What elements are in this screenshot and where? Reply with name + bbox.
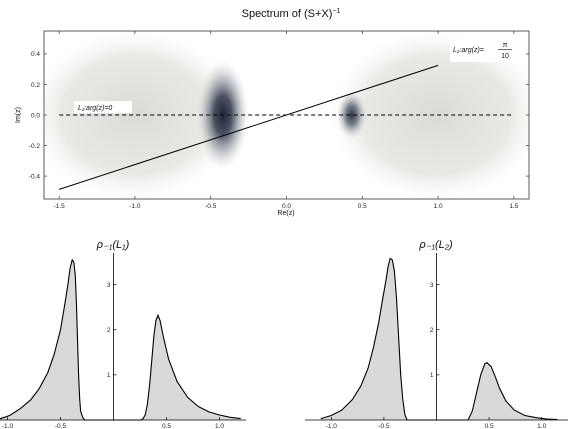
y-tick-label: 3: [430, 282, 434, 289]
x-tick-label: 1.0: [215, 423, 224, 429]
x-tick-label: -1.0: [326, 423, 338, 429]
y-tick-label: 0.2: [31, 82, 40, 89]
L2-panel-title: ρ₋₁(L₂): [418, 239, 453, 251]
chart-title: Spectrum of (S+X)−1: [242, 8, 341, 20]
x-tick-label: 1.0: [537, 423, 546, 429]
left-cluster-halo: [44, 31, 240, 199]
L2-label-denominator: 10: [501, 53, 509, 60]
distribution-L1-panel: -1.0 -0.5 0.5 1.0 1 2 3 ρ₋₁(L₁): [0, 239, 246, 429]
right-cluster-core: [336, 90, 367, 140]
x-axis-ticks: -1.5 -1.0 -0.5 0.0 0.5 1.0 1.5: [54, 31, 519, 210]
L2-density-curve: [320, 257, 558, 421]
line-L2-solid: [59, 64, 439, 190]
L1-label: L₁:arg(z)=0: [78, 105, 112, 112]
L1-density-curve: [0, 258, 241, 421]
x-tick-label: 1.0: [434, 203, 443, 210]
y-tick-label: 1: [430, 372, 434, 379]
x-tick-label: 0.0: [282, 203, 291, 210]
density-clouds: [44, 31, 529, 199]
y-tick-label: 1: [107, 372, 111, 379]
L2-label-numerator: π: [503, 42, 508, 49]
L2-density-fill: [320, 258, 558, 420]
x-tick-label: -0.5: [378, 423, 390, 429]
y-tick-label: 0.0: [31, 112, 40, 119]
x-tick-label: -0.5: [55, 423, 67, 429]
x-tick-label: -1.0: [2, 423, 14, 429]
y-tick-label: -0.4: [29, 173, 41, 180]
L2-axes: -1.0 -0.5 0.5 1.0 1 2 3: [305, 253, 568, 429]
y-tick-label: -0.2: [29, 143, 41, 150]
L2-label-box: [450, 38, 514, 62]
y-tick-label: 0.4: [31, 51, 40, 58]
x-tick-label: 0.5: [485, 423, 494, 429]
y-tick-label: 3: [107, 282, 111, 289]
right-cluster-halo: [330, 31, 529, 199]
x-tick-label: 1.5: [509, 203, 518, 210]
x-tick-label: -1.5: [54, 203, 66, 210]
L1-label-box: [74, 101, 132, 113]
y-tick-label: 2: [430, 327, 434, 334]
y-axis-label: Im(z): [15, 107, 22, 123]
x-tick-label: 0.5: [358, 203, 367, 210]
y-tick-label: 2: [107, 327, 111, 334]
L1-panel-title: ρ₋₁(L₁): [96, 239, 130, 251]
x-tick-label: -0.5: [205, 203, 217, 210]
x-tick-label: 0.5: [162, 423, 171, 429]
spectrum-panel: -1.5 -1.0 -0.5 0.0 0.5 1.0 1.5 -0.4 -0.2 0.0 0.2 0…: [15, 8, 530, 217]
y-axis-ticks: -0.4 -0.2 0.0 0.2 0.4: [29, 51, 529, 180]
x-axis-label: Re(z): [277, 210, 294, 217]
L1-axes: -1.0 -0.5 0.5 1.0 1 2 3: [0, 253, 246, 429]
L1-density-fill: [0, 259, 241, 420]
L2-label: L₂:arg(z)=: [453, 47, 484, 54]
distribution-L2-panel: -1.0 -0.5 0.5 1.0 1 2 3 ρ₋₁(L₂): [305, 239, 568, 429]
x-tick-label: -1.0: [129, 203, 141, 210]
